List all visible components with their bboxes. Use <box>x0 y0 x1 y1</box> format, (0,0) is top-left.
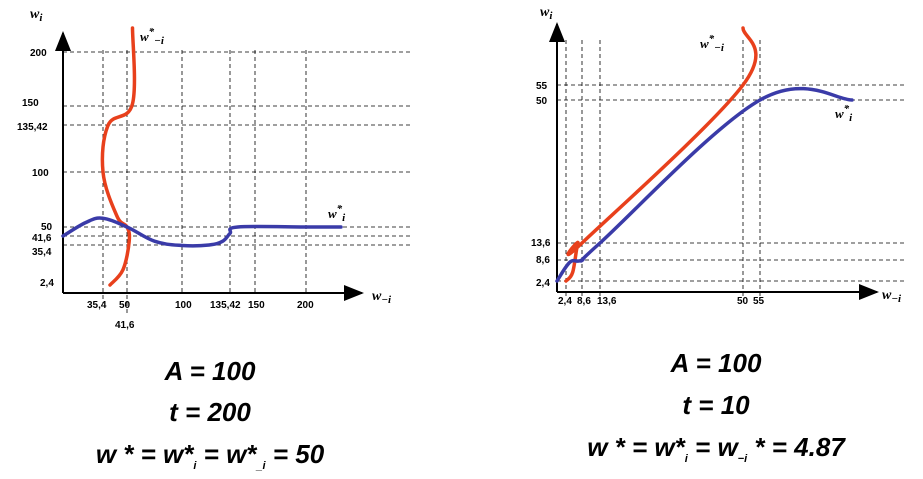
left-series-w-star-minus-i-line <box>100 26 137 287</box>
right-series-w-star-i-line <box>555 86 854 283</box>
left-x-tick: 200 <box>297 300 314 311</box>
left-y-tick: 41,6 <box>32 233 52 244</box>
left-y-tick: 200 <box>30 48 47 59</box>
left-x-axis-title: w−i <box>372 289 392 306</box>
right-x-tick: 2,4 <box>558 296 572 307</box>
left-y-tick: 135,42 <box>17 122 48 133</box>
left-grid <box>63 50 410 313</box>
left-y-axis-title: wi <box>30 7 43 24</box>
left-series-w-star-i-line <box>61 216 343 248</box>
left-equations: A = 100 t = 200 w * = w*i = w*_i = 50 <box>96 356 325 472</box>
left-equation-w-star: w * = w*i = w*_i = 50 <box>96 439 325 472</box>
right-equation-w-star: w * = w*i = w−i * = 4.87 <box>587 432 846 465</box>
left-series-label-w-star-i: w*i <box>328 203 346 224</box>
left-y-tick: 2,4 <box>40 278 54 289</box>
left-x-tick: 35,4 <box>87 300 107 311</box>
left-x-tick: 50 <box>119 300 131 311</box>
left-x-tick: 150 <box>248 300 265 311</box>
right-y-tick: 50 <box>536 96 548 107</box>
right-x-tick-labels: 2,4 8,6 13,6 50 55 <box>558 296 765 307</box>
right-y-tick: 2,4 <box>536 278 550 289</box>
left-x-tick-labels: 35,4 50 41,6 100 135,42 150 200 <box>87 300 314 331</box>
right-y-tick: 8,6 <box>536 255 550 266</box>
right-equation-t: t = 10 <box>682 390 750 420</box>
left-equation-a: A = 100 <box>164 356 256 386</box>
right-equations: A = 100 t = 10 w * = w*i = w−i * = 4.87 <box>587 348 846 465</box>
left-series-label-w-star-minus-i: w*−i <box>140 26 165 47</box>
right-x-tick: 13,6 <box>597 296 617 307</box>
right-chart: wi w−i 55 50 13,6 8,6 2,4 2,4 8,6 13,6 5… <box>531 5 905 307</box>
right-series-label-w-star-i: w*i <box>835 103 853 124</box>
right-y-tick: 55 <box>536 81 548 92</box>
right-y-tick-labels: 55 50 13,6 8,6 2,4 <box>531 81 551 289</box>
left-y-tick: 50 <box>41 222 53 233</box>
right-x-tick: 55 <box>753 296 765 307</box>
right-series-w-star-minus-i-line <box>564 26 758 283</box>
right-series-label-w-star-minus-i: w*−i <box>700 33 725 54</box>
right-x-axis-title: w−i <box>882 288 902 305</box>
left-y-tick-labels: 200 150 135,42 100 50 41,6 35,4 2,4 <box>17 48 54 289</box>
right-equation-a: A = 100 <box>670 348 762 378</box>
left-equation-t: t = 200 <box>169 397 251 427</box>
left-y-tick: 150 <box>22 98 39 109</box>
right-x-tick: 50 <box>737 296 749 307</box>
left-x-tick: 41,6 <box>115 320 135 331</box>
left-x-tick: 100 <box>175 300 192 311</box>
left-y-tick: 35,4 <box>32 247 52 258</box>
right-y-tick: 13,6 <box>531 238 551 249</box>
left-y-tick: 100 <box>32 168 49 179</box>
left-chart: wi w−i 200 150 135,42 100 50 41,6 35,4 2… <box>17 7 410 331</box>
left-x-tick: 135,42 <box>210 300 241 311</box>
right-y-axis-title: wi <box>540 5 553 22</box>
right-grid <box>557 40 905 298</box>
right-x-tick: 8,6 <box>577 296 591 307</box>
